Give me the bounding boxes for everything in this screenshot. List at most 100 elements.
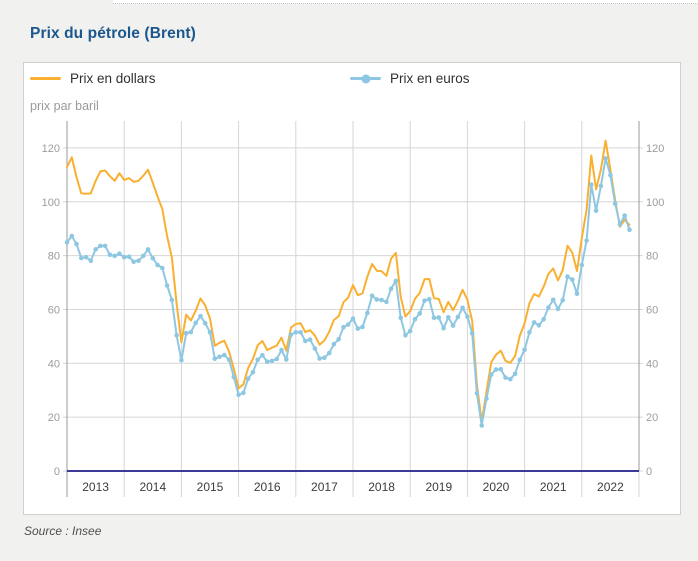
- euros-point-marker[interactable]: [465, 314, 470, 319]
- euros-point-marker[interactable]: [102, 243, 108, 249]
- euros-point-marker[interactable]: [565, 274, 570, 279]
- euros-point-marker[interactable]: [374, 297, 380, 302]
- euros-point-marker[interactable]: [212, 356, 218, 362]
- euros-point-marker[interactable]: [379, 297, 384, 303]
- euros-point-marker[interactable]: [226, 357, 232, 363]
- euros-point-marker[interactable]: [508, 376, 513, 382]
- euros-point-marker[interactable]: [160, 265, 165, 271]
- euros-point-marker[interactable]: [179, 358, 184, 363]
- euros-point-marker[interactable]: [236, 392, 241, 398]
- euros-point-marker[interactable]: [517, 357, 523, 363]
- euros-point-marker[interactable]: [436, 315, 442, 320]
- euros-point-marker[interactable]: [107, 252, 113, 258]
- euros-point-marker[interactable]: [217, 354, 222, 360]
- euros-point-marker[interactable]: [484, 396, 489, 401]
- euros-point-marker[interactable]: [284, 357, 289, 362]
- euros-point-marker[interactable]: [69, 233, 75, 239]
- euros-point-marker[interactable]: [455, 314, 461, 320]
- euros-point-marker[interactable]: [74, 241, 79, 247]
- euros-point-marker[interactable]: [117, 251, 122, 256]
- euros-point-marker[interactable]: [531, 320, 537, 325]
- legend-item-dollars[interactable]: Prix en dollars: [30, 71, 156, 86]
- euros-point-marker[interactable]: [403, 333, 408, 338]
- euros-point-marker[interactable]: [488, 372, 494, 377]
- euros-point-marker[interactable]: [570, 277, 575, 282]
- euros-point-marker[interactable]: [422, 298, 427, 303]
- euros-point-marker[interactable]: [274, 356, 279, 362]
- euros-point-marker[interactable]: [83, 254, 89, 260]
- euros-point-marker[interactable]: [369, 293, 375, 298]
- euros-point-marker[interactable]: [612, 201, 618, 206]
- euros-point-marker[interactable]: [560, 298, 565, 303]
- euros-point-marker[interactable]: [155, 262, 160, 268]
- euros-point-marker[interactable]: [183, 330, 189, 336]
- euros-point-marker[interactable]: [593, 208, 599, 213]
- euros-point-marker[interactable]: [136, 258, 141, 263]
- euros-point-marker[interactable]: [622, 213, 627, 218]
- euros-point-marker[interactable]: [336, 337, 342, 342]
- euros-point-marker[interactable]: [260, 352, 265, 358]
- euros-point-marker[interactable]: [250, 369, 256, 375]
- euros-point-marker[interactable]: [527, 330, 532, 335]
- euros-point-marker[interactable]: [326, 350, 332, 356]
- euros-point-marker[interactable]: [446, 315, 451, 320]
- euros-point-marker[interactable]: [498, 366, 504, 372]
- euros-point-marker[interactable]: [255, 357, 260, 363]
- euros-point-marker[interactable]: [312, 346, 318, 351]
- euros-point-marker[interactable]: [469, 331, 475, 336]
- euros-point-marker[interactable]: [298, 330, 303, 335]
- euros-point-marker[interactable]: [589, 182, 594, 187]
- euros-point-marker[interactable]: [617, 222, 623, 227]
- euros-point-marker[interactable]: [407, 328, 413, 334]
- euros-point-marker[interactable]: [579, 262, 585, 268]
- euros-point-marker[interactable]: [584, 238, 589, 243]
- euros-point-marker[interactable]: [241, 390, 246, 396]
- euros-point-marker[interactable]: [164, 283, 170, 288]
- euros-point-marker[interactable]: [522, 347, 527, 353]
- euros-point-marker[interactable]: [412, 316, 418, 322]
- euros-point-marker[interactable]: [341, 324, 346, 330]
- euros-point-marker[interactable]: [555, 306, 561, 312]
- euros-point-marker[interactable]: [79, 255, 84, 261]
- euros-point-marker[interactable]: [269, 358, 275, 364]
- euros-point-marker[interactable]: [193, 320, 198, 326]
- euros-point-marker[interactable]: [474, 390, 480, 396]
- euros-point-marker[interactable]: [121, 254, 127, 260]
- euros-point-marker[interactable]: [608, 172, 613, 178]
- euros-point-marker[interactable]: [360, 324, 365, 330]
- euros-point-marker[interactable]: [188, 329, 194, 335]
- euros-point-marker[interactable]: [288, 332, 294, 338]
- euros-point-marker[interactable]: [384, 299, 389, 305]
- dollars-line[interactable]: [66, 139, 631, 423]
- euros-point-marker[interactable]: [355, 326, 361, 331]
- euros-line[interactable]: [66, 157, 631, 427]
- euros-point-marker[interactable]: [245, 376, 251, 382]
- euros-point-marker[interactable]: [293, 330, 299, 335]
- euros-point-marker[interactable]: [202, 320, 208, 326]
- euros-point-marker[interactable]: [398, 315, 404, 321]
- euros-point-marker[interactable]: [198, 313, 203, 319]
- euros-point-marker[interactable]: [627, 227, 632, 233]
- euros-point-marker[interactable]: [279, 347, 284, 353]
- euros-point-marker[interactable]: [174, 333, 179, 338]
- legend-item-euros[interactable]: Prix en euros: [350, 71, 470, 86]
- euros-point-marker[interactable]: [317, 356, 322, 361]
- euros-point-marker[interactable]: [112, 253, 117, 259]
- euros-point-marker[interactable]: [503, 375, 508, 380]
- euros-point-marker[interactable]: [88, 258, 94, 263]
- euros-point-marker[interactable]: [150, 256, 156, 261]
- euros-point-marker[interactable]: [331, 341, 337, 347]
- euros-point-marker[interactable]: [441, 326, 446, 331]
- euros-point-marker[interactable]: [131, 259, 136, 265]
- euros-point-marker[interactable]: [169, 297, 175, 303]
- euros-point-marker[interactable]: [231, 374, 237, 380]
- euros-point-marker[interactable]: [598, 183, 604, 189]
- euros-point-marker[interactable]: [145, 247, 151, 252]
- euros-point-marker[interactable]: [345, 322, 351, 327]
- euros-point-marker[interactable]: [141, 253, 146, 259]
- euros-point-marker[interactable]: [550, 297, 556, 303]
- euros-point-marker[interactable]: [98, 243, 103, 249]
- euros-point-marker[interactable]: [536, 323, 542, 328]
- euros-point-marker[interactable]: [126, 254, 132, 259]
